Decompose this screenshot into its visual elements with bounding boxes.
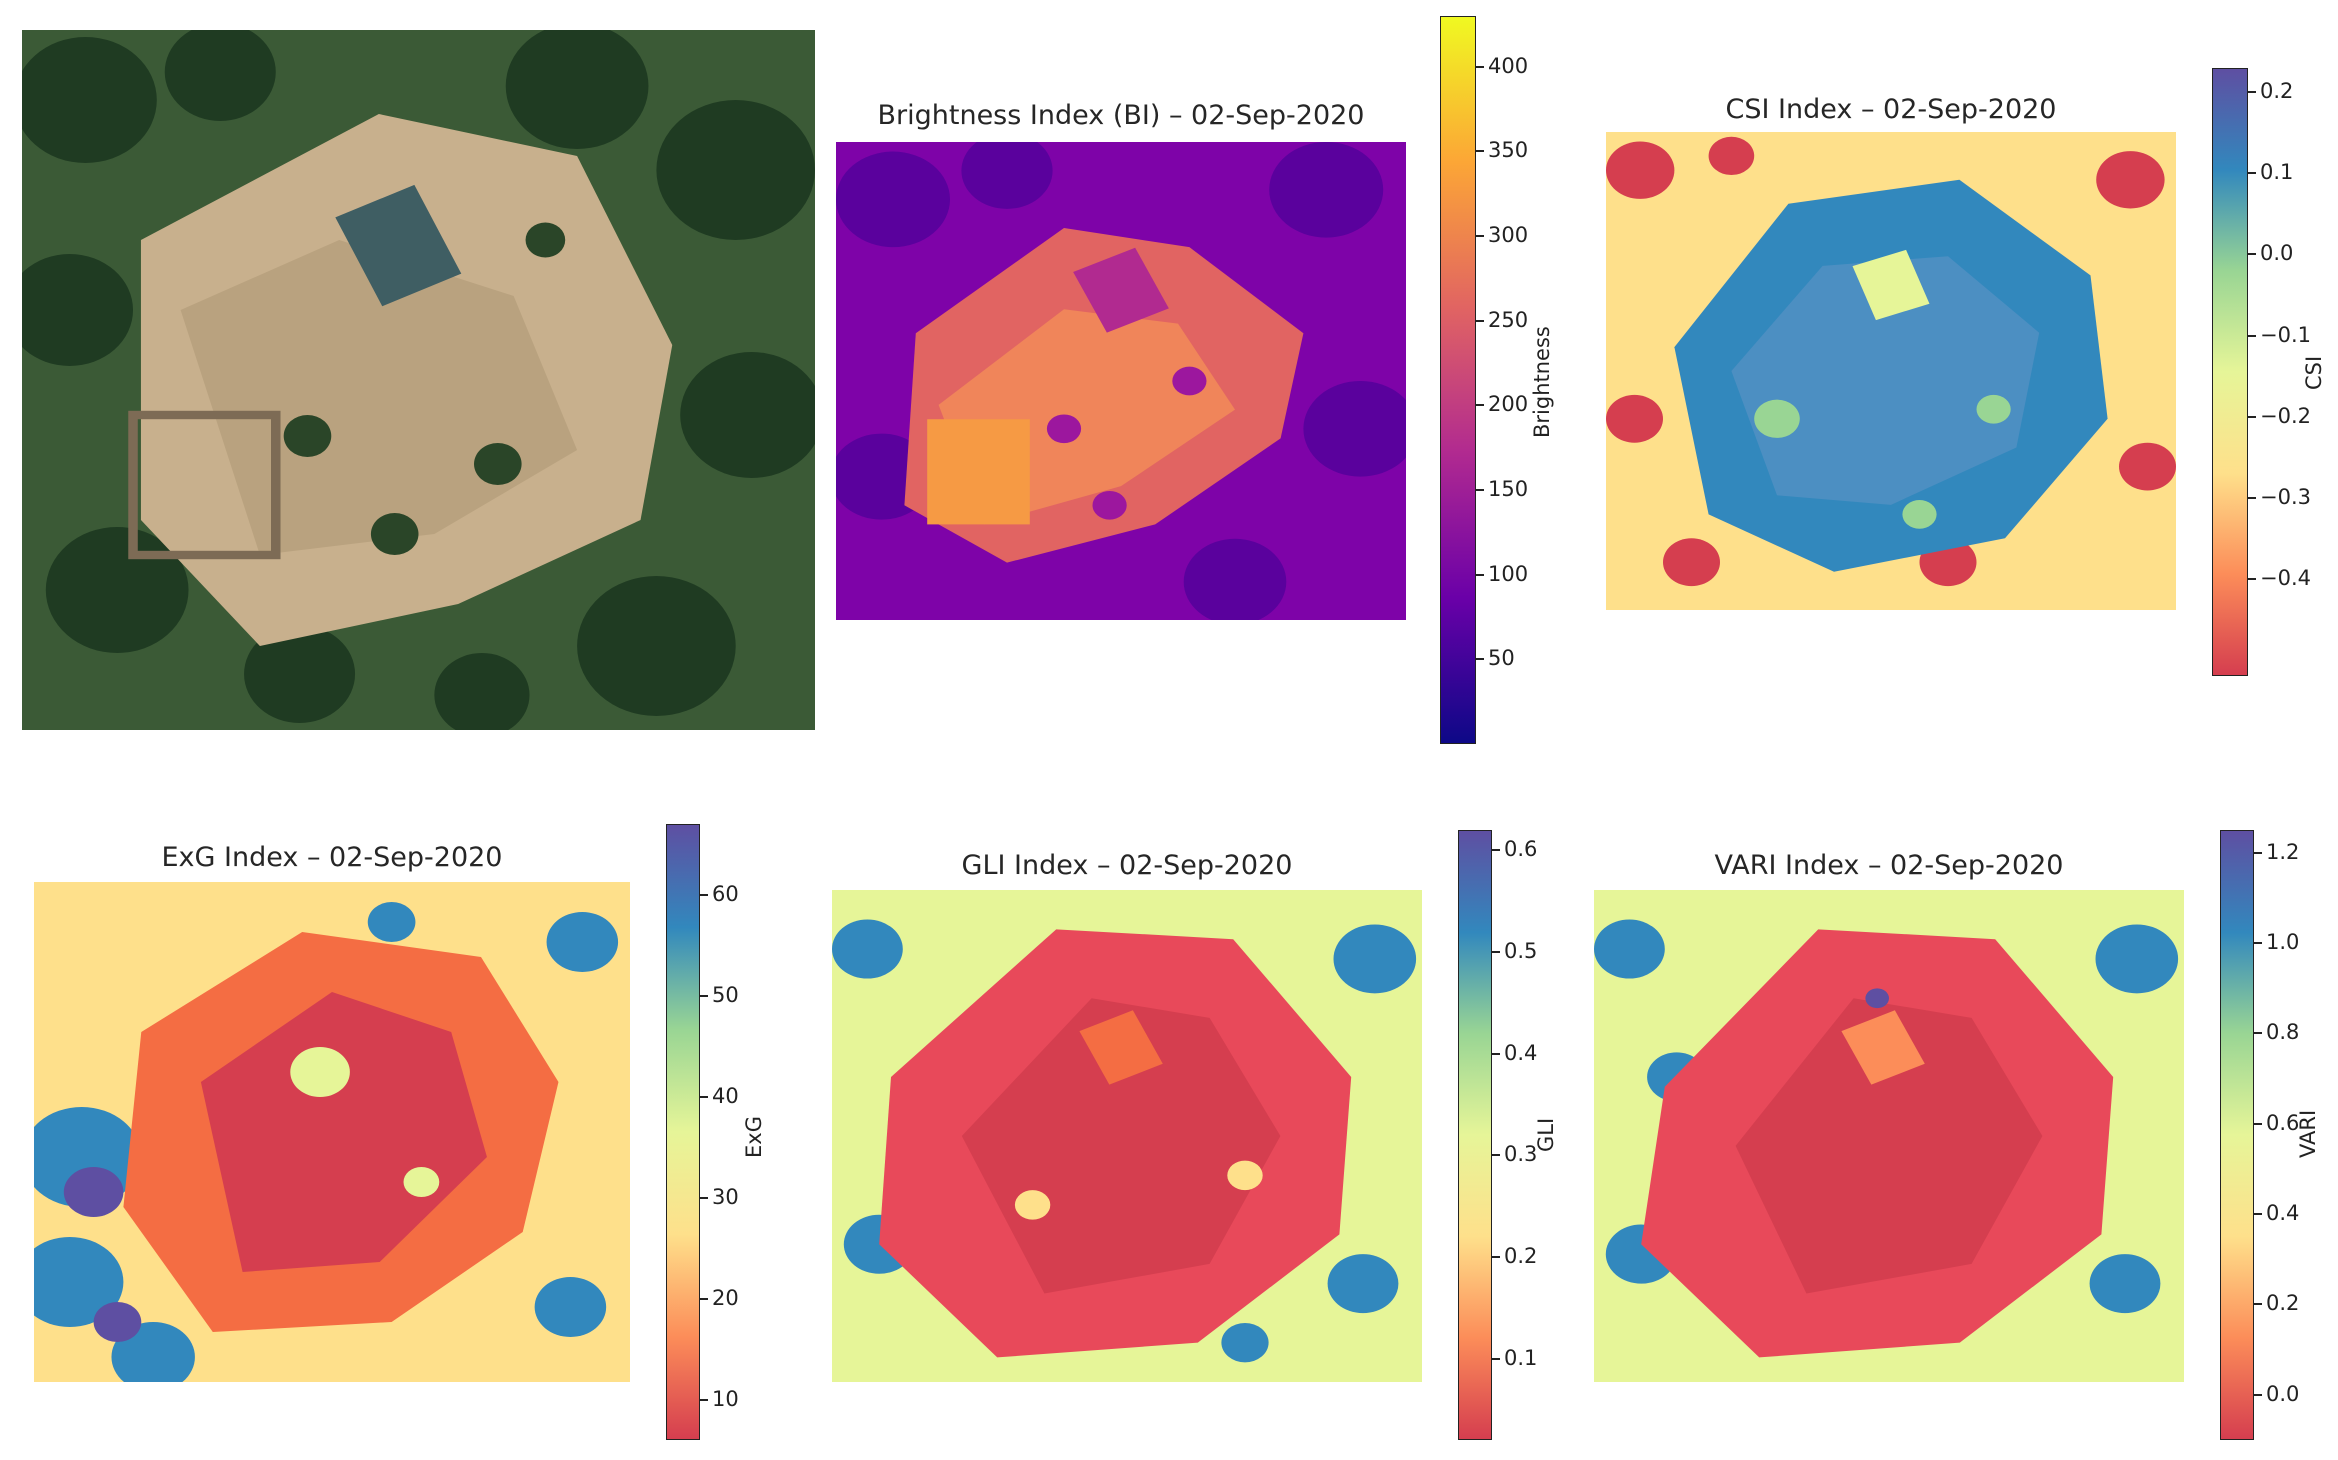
colorbar-tick-mark [1492,1052,1500,1055]
colorbar-tick-label: −0.3 [2260,484,2311,509]
colorbar-tick-label: −0.4 [2260,565,2311,590]
colorbar-tick-label: 0.4 [2266,1201,2300,1226]
colorbar-tick-mark [2248,496,2256,499]
colorbar-tick-mark [1476,319,1484,322]
colorbar-tick-mark [700,994,708,997]
colorbar-tick-mark [2248,577,2256,580]
colorbar-tick-mark [2248,91,2256,94]
colorbar-tick-mark [1476,489,1484,492]
bi-colorbar-label: Brightness [1530,326,1554,438]
colorbar-tick-label: 60 [712,881,739,906]
colorbar-tick-label: 250 [1488,307,1529,332]
colorbar-tick-mark [1476,235,1484,238]
colorbar-tick-label: 20 [712,1285,739,1310]
colorbar-tick-label: 30 [712,1184,739,1209]
exg-heatmap-canvas [34,882,630,1382]
colorbar-tick-label: 40 [712,1083,739,1108]
colorbar-tick-label: 350 [1488,138,1529,163]
colorbar-tick-label: 150 [1488,477,1529,502]
gli-heatmap-canvas [832,890,1422,1382]
csi-title: CSI Index – 02-Sep-2020 [1725,94,2057,125]
bi-colorbar [1440,16,1476,744]
colorbar-tick-label: 10 [712,1386,739,1411]
colorbar-tick-mark [1492,849,1500,852]
colorbar-tick-mark [2254,1393,2262,1396]
aerial-photo [22,30,815,730]
colorbar-tick-label: 300 [1488,223,1529,248]
colorbar-tick-mark [1492,951,1500,953]
bi-heatmap-canvas [836,142,1406,620]
colorbar-tick-label: 50 [712,982,739,1007]
colorbar-tick-mark [2248,172,2256,175]
gli-title: GLI Index – 02-Sep-2020 [961,850,1293,881]
vari-colorbar [2220,830,2254,1440]
colorbar-tick-label: 1.2 [2266,839,2300,864]
colorbar-tick-label: 100 [1488,561,1529,586]
vari-heatmap-canvas [1594,890,2184,1382]
colorbar-tick-mark [2254,1213,2262,1216]
vari-colorbar-label: VARI [2296,1109,2320,1158]
colorbar-tick-label: 0.2 [2260,79,2294,104]
vari-heatmap [1594,890,2184,1382]
colorbar-tick-mark [1476,65,1484,68]
colorbar-tick-label: −0.1 [2260,322,2311,347]
bi-title: Brightness Index (BI) – 02-Sep-2020 [877,100,1365,131]
csi-colorbar [2212,68,2248,676]
colorbar-tick-mark [2254,1122,2262,1125]
colorbar-tick-mark [2254,851,2262,854]
aerial-roof [335,184,462,307]
colorbar-tick-label: 0.2 [2266,1291,2300,1316]
colorbar-tick-label: 0.6 [1504,837,1538,862]
colorbar-tick-label: 0.6 [2266,1110,2300,1135]
colorbar-tick-mark [1492,1357,1500,1360]
csi-heatmap-canvas [1606,132,2176,610]
colorbar-tick-label: 200 [1488,392,1529,417]
colorbar-tick-mark [1476,404,1484,407]
colorbar-tick-mark [700,1095,708,1098]
colorbar-tick-mark [2254,1032,2262,1035]
gli-colorbar [1458,830,1492,1440]
colorbar-tick-mark [2248,253,2256,256]
colorbar-tick-mark [2254,1303,2262,1306]
gli-colorbar-label: GLI [1534,1117,1558,1152]
exg-heatmap [34,882,630,1382]
colorbar-tick-mark [2248,334,2256,337]
colorbar-tick-mark [700,893,708,896]
aerial-photo-canvas [22,30,815,730]
colorbar-tick-label: 0.8 [2266,1020,2300,1045]
colorbar-tick-mark [1476,573,1484,576]
colorbar-tick-mark [1492,1256,1500,1258]
colorbar-tick-label: 0.4 [1504,1040,1538,1065]
colorbar-tick-label: 400 [1488,53,1529,78]
colorbar-tick-label: 0.1 [2260,160,2294,185]
gli-heatmap [832,890,1422,1382]
colorbar-tick-mark [2248,415,2256,418]
colorbar-tick-mark [1492,1154,1500,1157]
colorbar-tick-mark [700,1297,708,1300]
colorbar-tick-label: 0.0 [2260,241,2294,266]
bi-heatmap [836,142,1406,620]
csi-heatmap [1606,132,2176,610]
colorbar-tick-mark [2254,941,2262,944]
colorbar-tick-label: 1.0 [2266,929,2300,954]
colorbar-tick-mark [700,1398,708,1401]
exg-colorbar-label: ExG [742,1116,766,1158]
csi-colorbar-label: CSI [2302,355,2326,390]
colorbar-tick-mark [1476,658,1484,661]
colorbar-tick-label: 0.0 [2266,1381,2300,1406]
colorbar-tick-mark [1476,150,1484,153]
exg-colorbar [666,824,700,1440]
vari-title: VARI Index – 02-Sep-2020 [1714,850,2064,881]
colorbar-tick-label: 0.1 [1504,1345,1538,1370]
colorbar-tick-label: 0.2 [1504,1244,1538,1268]
colorbar-tick-label: 50 [1488,646,1515,671]
exg-title: ExG Index – 02-Sep-2020 [161,842,503,873]
colorbar-tick-label: 0.5 [1504,939,1538,963]
colorbar-tick-label: 0.3 [1504,1142,1538,1167]
colorbar-tick-mark [700,1196,708,1199]
colorbar-tick-label: −0.2 [2260,403,2311,428]
